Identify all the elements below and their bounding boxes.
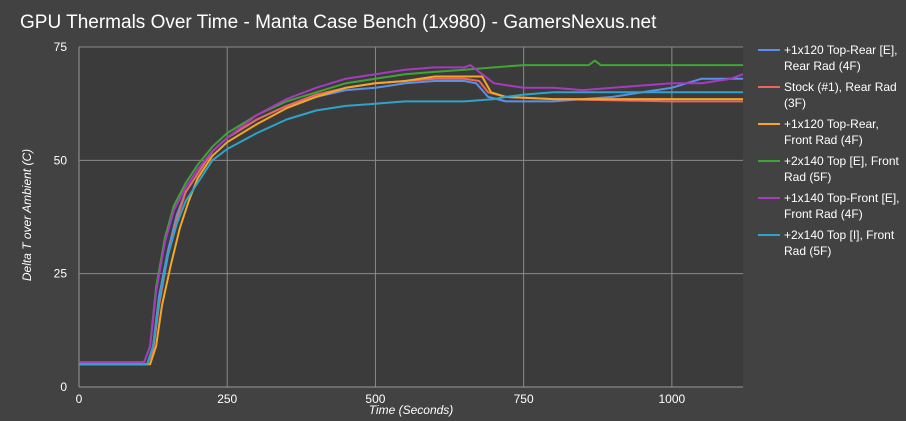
legend-swatch — [758, 160, 780, 162]
legend-swatch — [758, 123, 780, 125]
x-tick-label: 0 — [76, 392, 83, 406]
x-tick-label: 1000 — [659, 392, 686, 406]
tick-labels: 0 250 500 750 1000 0 25 50 75 — [54, 40, 686, 406]
chart-title: GPU Thermals Over Time - Manta Case Benc… — [20, 12, 657, 33]
legend-item: +2x140 Top [E], Front Rad (5F) — [756, 153, 906, 185]
x-tick-label: 250 — [217, 392, 237, 406]
plot-area — [79, 47, 743, 387]
legend-label: +2x140 Top [I], Front Rad (5F) — [784, 228, 895, 258]
legend-item: +1x120 Top-Rear [E], Rear Rad (4F) — [756, 42, 906, 74]
x-tick-label: 750 — [514, 392, 534, 406]
series-line-4 — [79, 59, 743, 364]
y-tick-label: 50 — [54, 153, 68, 167]
legend-item: Stock (#1), Rear Rad (3F) — [756, 79, 906, 111]
series-lines — [79, 59, 744, 366]
x-axis-title: Time (Seconds) — [369, 403, 454, 417]
legend-swatch — [758, 86, 780, 88]
series-line-5 — [79, 64, 744, 364]
y-tick-label: 0 — [60, 380, 67, 394]
y-axis-title: Delta T over Ambient (C) — [20, 149, 34, 281]
legend-item: +2x140 Top [I], Front Rad (5F) — [756, 227, 906, 259]
x-tick-label: 500 — [365, 392, 385, 406]
y-tick-label: 25 — [54, 267, 68, 281]
legend-item: +1x120 Top-Rear, Front Rad (4F) — [756, 116, 906, 148]
legend-swatch — [758, 234, 780, 236]
legend-label: +1x120 Top-Rear [E], Rear Rad (4F) — [784, 43, 898, 73]
gridlines — [78, 46, 743, 388]
series-line-6 — [79, 91, 743, 366]
legend-item: +1x140 Top-Front [E], Front Rad (4F) — [756, 190, 906, 222]
legend-label: +1x120 Top-Rear, Front Rad (4F) — [784, 117, 879, 147]
legend-swatch — [758, 197, 780, 199]
legend-label: +2x140 Top [E], Front Rad (5F) — [784, 154, 899, 184]
legend: +1x120 Top-Rear [E], Rear Rad (4F) Stock … — [756, 42, 906, 264]
legend-label: +1x140 Top-Front [E], Front Rad (4F) — [784, 191, 900, 221]
legend-label: Stock (#1), Rear Rad (3F) — [784, 80, 897, 110]
legend-swatch — [758, 49, 780, 51]
y-tick-label: 75 — [54, 40, 68, 54]
